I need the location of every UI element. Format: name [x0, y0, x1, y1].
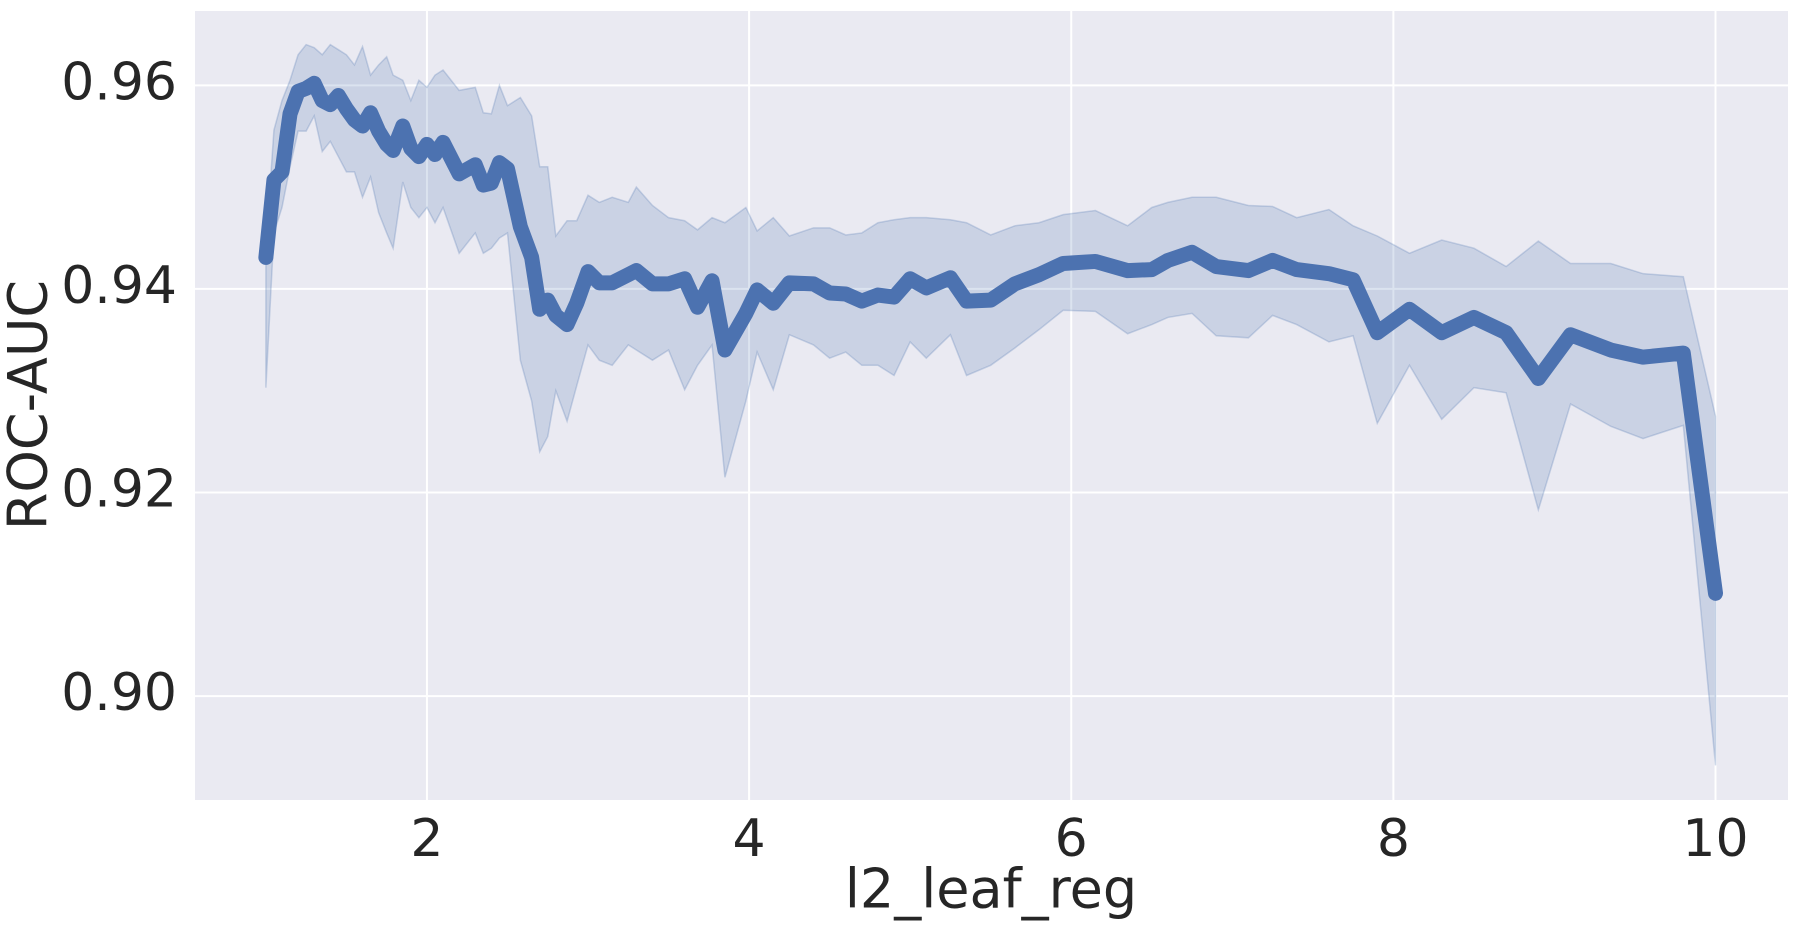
- plot-area: [195, 11, 1788, 800]
- x-tick-label: 4: [733, 809, 766, 869]
- confidence-band: [265, 43, 1717, 766]
- x-tick-label: 6: [1055, 809, 1088, 869]
- y-axis-label: ROC-AUC: [0, 280, 60, 530]
- line: [258, 75, 1724, 601]
- x-axis-label: l2_leaf_reg: [845, 858, 1137, 921]
- y-tick-label: 0.90: [61, 663, 177, 723]
- x-tick-label: 10: [1682, 809, 1748, 869]
- x-tick-label: 2: [410, 809, 443, 869]
- y-tick-label: 0.92: [61, 460, 177, 520]
- y-tick-label: 0.94: [61, 256, 177, 316]
- y-tick-label: 0.96: [61, 52, 177, 112]
- x-tick-label: 8: [1377, 809, 1410, 869]
